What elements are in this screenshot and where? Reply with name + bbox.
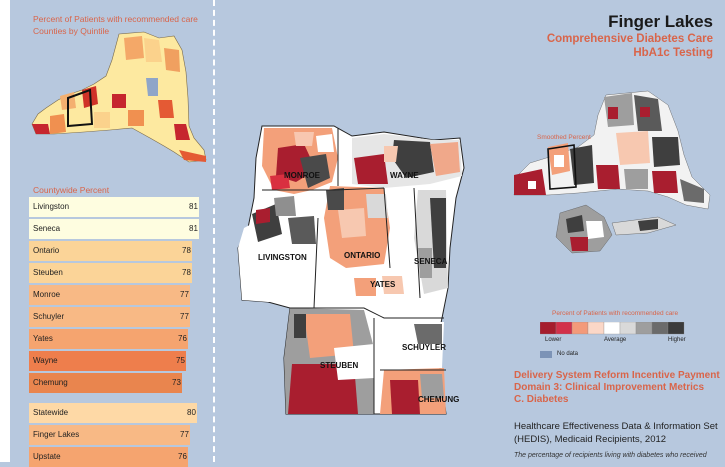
legend-scale xyxy=(540,322,685,335)
county-bar xyxy=(29,197,199,217)
county-bar-row: Yates 76 xyxy=(29,329,204,349)
county-bar xyxy=(29,219,199,239)
county-bar-value: 78 xyxy=(182,268,191,277)
no-data-swatch xyxy=(540,351,552,358)
county-bar-row: Upstate 76 xyxy=(29,447,204,467)
county-label-steuben: STEUBEN xyxy=(320,361,358,370)
legend-swatch xyxy=(651,322,669,335)
county-bar-label: Livingston xyxy=(33,202,70,211)
legend-swatch xyxy=(635,322,653,335)
county-bar-value: 73 xyxy=(172,378,181,387)
source-line2: (HEDIS), Medicaid Recipients, 2012 xyxy=(514,434,667,445)
region-title: Finger Lakes xyxy=(608,12,713,31)
page-edge xyxy=(0,0,10,462)
county-label-chemung: CHEMUNG xyxy=(418,395,459,404)
county-bar-row: Ontario 78 xyxy=(29,241,204,261)
county-bar-value: 76 xyxy=(178,334,187,343)
left-panel-subtitle: Counties by Quintile xyxy=(33,26,110,36)
county-bar-value: 76 xyxy=(178,452,187,461)
divider-line xyxy=(213,0,215,462)
countywide-label: Countywide Percent xyxy=(33,185,110,195)
county-bar-label: Steuben xyxy=(33,268,63,277)
left-panel-title: Percent of Patients with recommended car… xyxy=(33,14,198,24)
county-bar-label: Schuyler xyxy=(33,312,65,321)
finger-lakes-map: MONROE WAYNE LIVINGSTON ONTARIO YATES SE… xyxy=(237,125,465,415)
legend-swatch xyxy=(603,322,621,335)
county-bar-label: Chemung xyxy=(33,378,68,387)
county-bar xyxy=(29,307,190,327)
smoothed-state-map xyxy=(513,90,711,254)
legend-swatch xyxy=(555,322,573,335)
county-label-monroe: MONROE xyxy=(284,171,321,180)
county-bar-label: Ontario xyxy=(33,246,60,255)
source-line1: Healthcare Effectiveness Data & Informat… xyxy=(514,421,718,432)
county-bar-value: 75 xyxy=(176,356,185,365)
county-label-ontario: ONTARIO xyxy=(344,251,380,260)
footnote: The percentage of recipients living with… xyxy=(514,452,707,459)
county-label-yates: YATES xyxy=(370,280,396,289)
program-line2: Domain 3: Clinical Improvement Metrics xyxy=(514,382,705,393)
county-bar-value: 77 xyxy=(180,312,189,321)
legend-swatch xyxy=(540,322,557,335)
legend-no-data: No data xyxy=(557,351,579,357)
measure-title: Comprehensive Diabetes Care xyxy=(546,33,713,45)
county-bar-value: 81 xyxy=(189,202,198,211)
county-bar xyxy=(29,241,192,261)
left-panel: Percent of Patients with recommended car… xyxy=(0,0,215,467)
legend-average: Average xyxy=(604,337,627,343)
county-bar-label: Statewide xyxy=(33,408,69,417)
county-label-seneca: SENECA xyxy=(414,257,448,266)
county-bar-row: Monroe 77 xyxy=(29,285,204,305)
county-bar-row: Steuben 78 xyxy=(29,263,204,283)
measure-subtitle: HbA1c Testing xyxy=(633,47,713,59)
legend-title: Percent of Patients with recommended car… xyxy=(552,310,679,317)
county-bar xyxy=(29,329,188,349)
county-bar xyxy=(29,351,186,371)
county-bar-label: Wayne xyxy=(33,356,58,365)
county-label-livingston: LIVINGSTON xyxy=(258,253,307,262)
county-bar xyxy=(29,425,190,445)
ny-state-map xyxy=(31,31,207,163)
county-bar xyxy=(29,285,190,305)
legend-swatch xyxy=(571,322,589,335)
county-bar-row: Statewide 80 xyxy=(29,403,204,423)
county-bar-label: Upstate xyxy=(33,452,61,461)
legend-higher: Higher xyxy=(668,337,686,343)
legend-swatch xyxy=(667,322,685,335)
county-label-schuyler: SCHUYLER xyxy=(402,343,446,352)
county-bar-row: Finger Lakes 77 xyxy=(29,425,204,445)
county-bar-row: Livingston 81 xyxy=(29,197,204,217)
program-line3: C. Diabetes xyxy=(514,394,569,405)
legend-swatch xyxy=(587,322,605,335)
county-bar xyxy=(29,263,192,283)
county-bar-label: Finger Lakes xyxy=(33,430,80,439)
legend-swatch xyxy=(619,322,637,335)
county-bar-label: Monroe xyxy=(33,290,61,299)
legend-lower: Lower xyxy=(545,337,562,343)
program-line1: Delivery System Reform Incentive Payment xyxy=(514,370,720,381)
county-label-wayne: WAYNE xyxy=(390,171,419,180)
county-bar xyxy=(29,373,182,393)
county-bar-value: 77 xyxy=(180,290,189,299)
county-bar-label: Seneca xyxy=(33,224,61,233)
county-bar-value: 80 xyxy=(187,408,196,417)
county-bar-row: Chemung 73 xyxy=(29,373,204,393)
county-bar-row: Wayne 75 xyxy=(29,351,204,371)
smoothed-label: Smoothed Percent xyxy=(537,134,591,141)
county-bar-row: Schuyler 77 xyxy=(29,307,204,327)
county-bar xyxy=(29,403,197,423)
county-bar-row: Seneca 81 xyxy=(29,219,204,239)
county-bar-value: 78 xyxy=(182,246,191,255)
county-bar-value: 77 xyxy=(180,430,189,439)
county-bar-value: 81 xyxy=(189,224,198,233)
county-bar-label: Yates xyxy=(33,334,53,343)
